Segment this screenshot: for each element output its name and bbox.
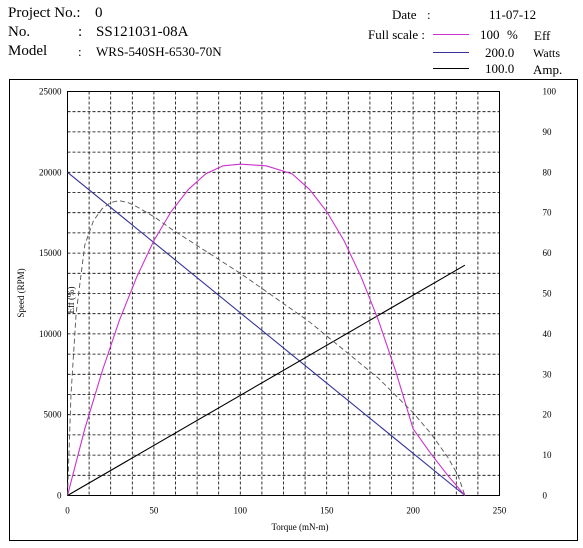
y-tick-label: 20000 [39,167,62,177]
legend-line-watts [433,52,469,53]
plot-area [67,91,500,496]
project-label: Project No.: [8,5,81,21]
x-tick-label: 200 [406,506,420,516]
x-tick-label: 250 [493,506,507,516]
y2-tick-label: 40 [543,329,553,339]
series-speed-line [67,171,466,496]
y-tick-label: 25000 [39,87,62,97]
legend-value-eff: 100 [480,27,500,42]
y2-tick-label: 60 [543,248,553,258]
y2-tick-label: 100 [543,87,557,97]
y2-tick-label: 0 [543,491,548,501]
x-tick-label: 0 [65,506,70,516]
chart-grid [67,91,500,496]
y2-tick-label: 90 [543,127,553,137]
x-axis-label: Torque (mN-m) [271,522,328,532]
model-label: Model [8,43,48,59]
fullscale-label: Full scale : [368,27,426,42]
legend-name-amp: Amp. [533,62,563,77]
legend-value-amp: 100.0 [485,61,515,76]
y-tick-label: 0 [57,491,62,501]
series-amp-line [67,264,466,496]
y2-tick-label: 50 [543,289,553,299]
y2-tick-label: 70 [543,208,553,218]
y-axis-label: Speed (RPM) [16,268,26,317]
model-value: WRS-540SH-6530-70N [96,44,222,59]
date-colon: : [427,7,431,22]
model-colon: : [78,44,82,59]
eff-axis-label: Eff (%) [66,286,76,313]
x-tick-label: 50 [149,506,159,516]
date-label: Date [392,7,417,22]
date-value: 11-07-12 [489,7,537,22]
y2-tick-label: 20 [543,410,553,420]
series-eff-line [67,200,466,496]
y-tick-label: 15000 [39,248,62,258]
legend-unit-eff: % [507,27,518,42]
legend-line-eff [433,34,469,35]
no-label: No. [8,24,31,40]
no-value: SS121031-08A [96,24,189,40]
no-colon: : [78,24,83,40]
legend-line-amp [433,68,469,69]
series-watts-line [66,163,466,496]
legend-name-eff: Eff [534,28,551,43]
x-tick-label: 100 [234,506,248,516]
x-tick-label: 150 [320,506,334,516]
chart-frame [9,79,578,541]
legend-value-watts: 200.0 [485,45,515,60]
project-value: 0 [95,5,103,21]
legend-name-watts: Watts [533,46,561,60]
y2-tick-label: 80 [543,167,553,177]
y2-tick-label: 30 [543,369,553,379]
y-tick-label: 10000 [39,329,62,339]
y-tick-label: 5000 [44,410,63,420]
y2-tick-label: 10 [543,450,553,460]
